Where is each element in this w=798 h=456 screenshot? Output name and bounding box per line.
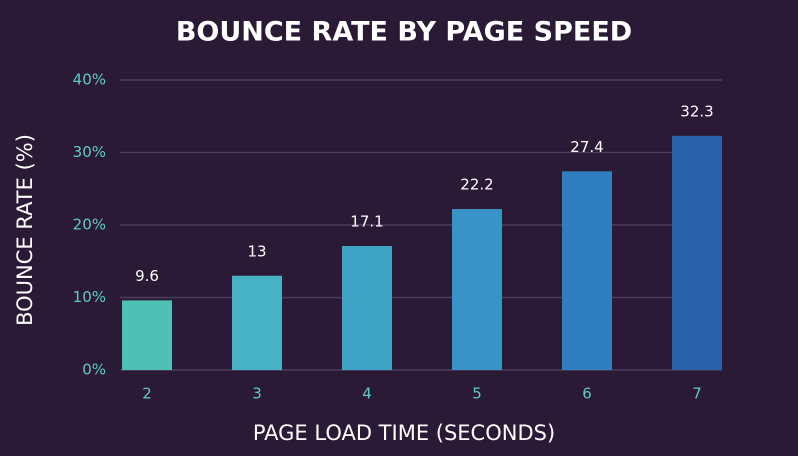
y-tick-label: 40% [73, 71, 106, 89]
y-tick-label: 10% [73, 288, 106, 306]
value-label: 17.1 [350, 213, 383, 231]
value-label: 9.6 [135, 267, 159, 285]
chart-title: BOUNCE RATE BY PAGE SPEED [176, 17, 632, 48]
y-tick-label: 0% [82, 361, 106, 379]
bar [232, 275, 282, 370]
y-tick-label: 30% [73, 143, 106, 161]
value-label: 22.2 [460, 176, 493, 194]
bar [342, 246, 392, 370]
x-tick-label: 7 [692, 385, 702, 403]
x-tick-label: 5 [472, 385, 482, 403]
bar [452, 209, 502, 370]
x-tick-label: 6 [582, 385, 592, 403]
value-label: 13 [247, 242, 266, 260]
x-tick-label: 2 [142, 385, 152, 403]
y-axis-title: BOUNCE RATE (%) [13, 134, 37, 326]
y-tick-label: 20% [73, 216, 106, 234]
value-label: 32.3 [680, 102, 713, 120]
x-axis-title: PAGE LOAD TIME (SECONDS) [253, 421, 555, 445]
x-tick-label: 4 [362, 385, 372, 403]
bar [672, 135, 722, 370]
bar [122, 300, 172, 370]
x-tick-label: 3 [252, 385, 262, 403]
bar [562, 171, 612, 370]
value-label: 27.4 [570, 138, 603, 156]
